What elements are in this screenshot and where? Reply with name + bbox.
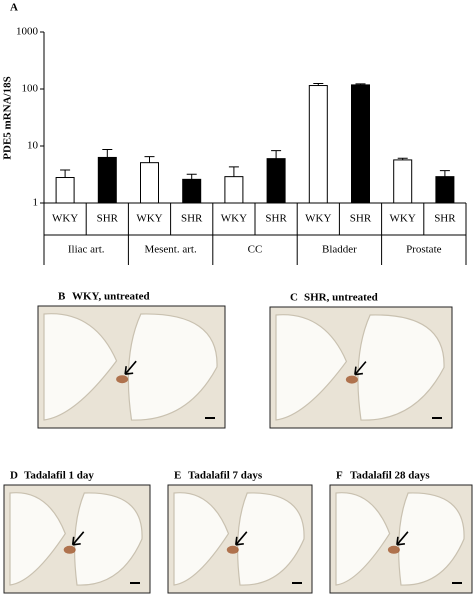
tissue: [73, 492, 143, 586]
y-tick-label: 100: [22, 83, 39, 95]
error-bar: [144, 156, 155, 163]
tissue: [43, 313, 118, 421]
category-label: Prostate: [406, 244, 442, 256]
micrographs: B WKY, untreated C SHR, untreated D Tadalafil…: [3, 291, 473, 594]
panel-label: E: [174, 470, 181, 482]
series-label: WKY: [136, 213, 162, 225]
stain: [387, 545, 400, 554]
bar: [393, 159, 413, 204]
panel-title: WKY, untreated: [72, 291, 150, 303]
panel-title: Tadalafil 28 days: [350, 470, 430, 482]
series-label: WKY: [221, 213, 247, 225]
error-bar: [60, 169, 71, 178]
arrow: [354, 361, 367, 376]
error-bar: [228, 166, 239, 177]
stain: [226, 545, 239, 554]
category-label: CC: [248, 244, 263, 256]
error-bar: [271, 150, 282, 159]
y-axis-label: PDE5 mRNA/18S: [2, 76, 14, 159]
error-bar: [102, 148, 113, 158]
y-tick-label: 10: [27, 140, 39, 152]
series-label: WKY: [52, 213, 78, 225]
arrow: [235, 531, 248, 546]
panel-label: F: [336, 470, 343, 482]
panel-label: C: [290, 292, 298, 304]
tissue: [275, 314, 348, 421]
stain: [116, 375, 129, 384]
arrow: [124, 360, 137, 375]
stain: [63, 545, 76, 554]
tissue: [398, 492, 465, 586]
series-label: SHR: [181, 213, 203, 225]
category-label: Iliac art.: [68, 244, 105, 256]
bar: [435, 176, 455, 204]
series-label: SHR: [97, 213, 119, 225]
bar: [55, 177, 75, 204]
bar: [97, 156, 117, 204]
bar: [182, 178, 202, 204]
category-label: Mesent. art.: [144, 244, 196, 256]
error-bar: [186, 173, 197, 180]
series-label: SHR: [434, 213, 456, 225]
bar: [351, 84, 370, 204]
error-bar: [313, 82, 324, 86]
bar: [266, 158, 286, 204]
series-label: WKY: [305, 213, 331, 225]
arrow: [396, 531, 409, 546]
error-bar: [397, 157, 408, 160]
panel-label: A: [10, 2, 18, 14]
bar: [308, 85, 328, 204]
error-bar: [355, 83, 366, 85]
tissue: [237, 492, 305, 586]
tissue: [173, 492, 230, 586]
y-tick-label: 1000: [16, 26, 39, 38]
panel-title: Tadalafil 7 days: [188, 470, 263, 482]
tissue: [127, 313, 218, 421]
y-tick-label: 1: [33, 197, 39, 209]
panel-label: D: [10, 470, 18, 482]
error-bar: [439, 170, 450, 177]
panel-title: Tadalafil 1 day: [24, 470, 94, 482]
series-label: SHR: [350, 213, 372, 225]
series-label: WKY: [390, 213, 416, 225]
arrow: [71, 531, 85, 546]
tissue: [9, 492, 66, 586]
tissue: [357, 314, 445, 421]
category-label: Bladder: [322, 244, 357, 256]
series-label: SHR: [265, 213, 287, 225]
bar: [224, 176, 244, 204]
stain: [345, 375, 358, 384]
panel-label: B: [58, 291, 66, 303]
tissue: [335, 492, 391, 586]
panel-title: SHR, untreated: [304, 292, 378, 304]
bar: [140, 162, 159, 204]
